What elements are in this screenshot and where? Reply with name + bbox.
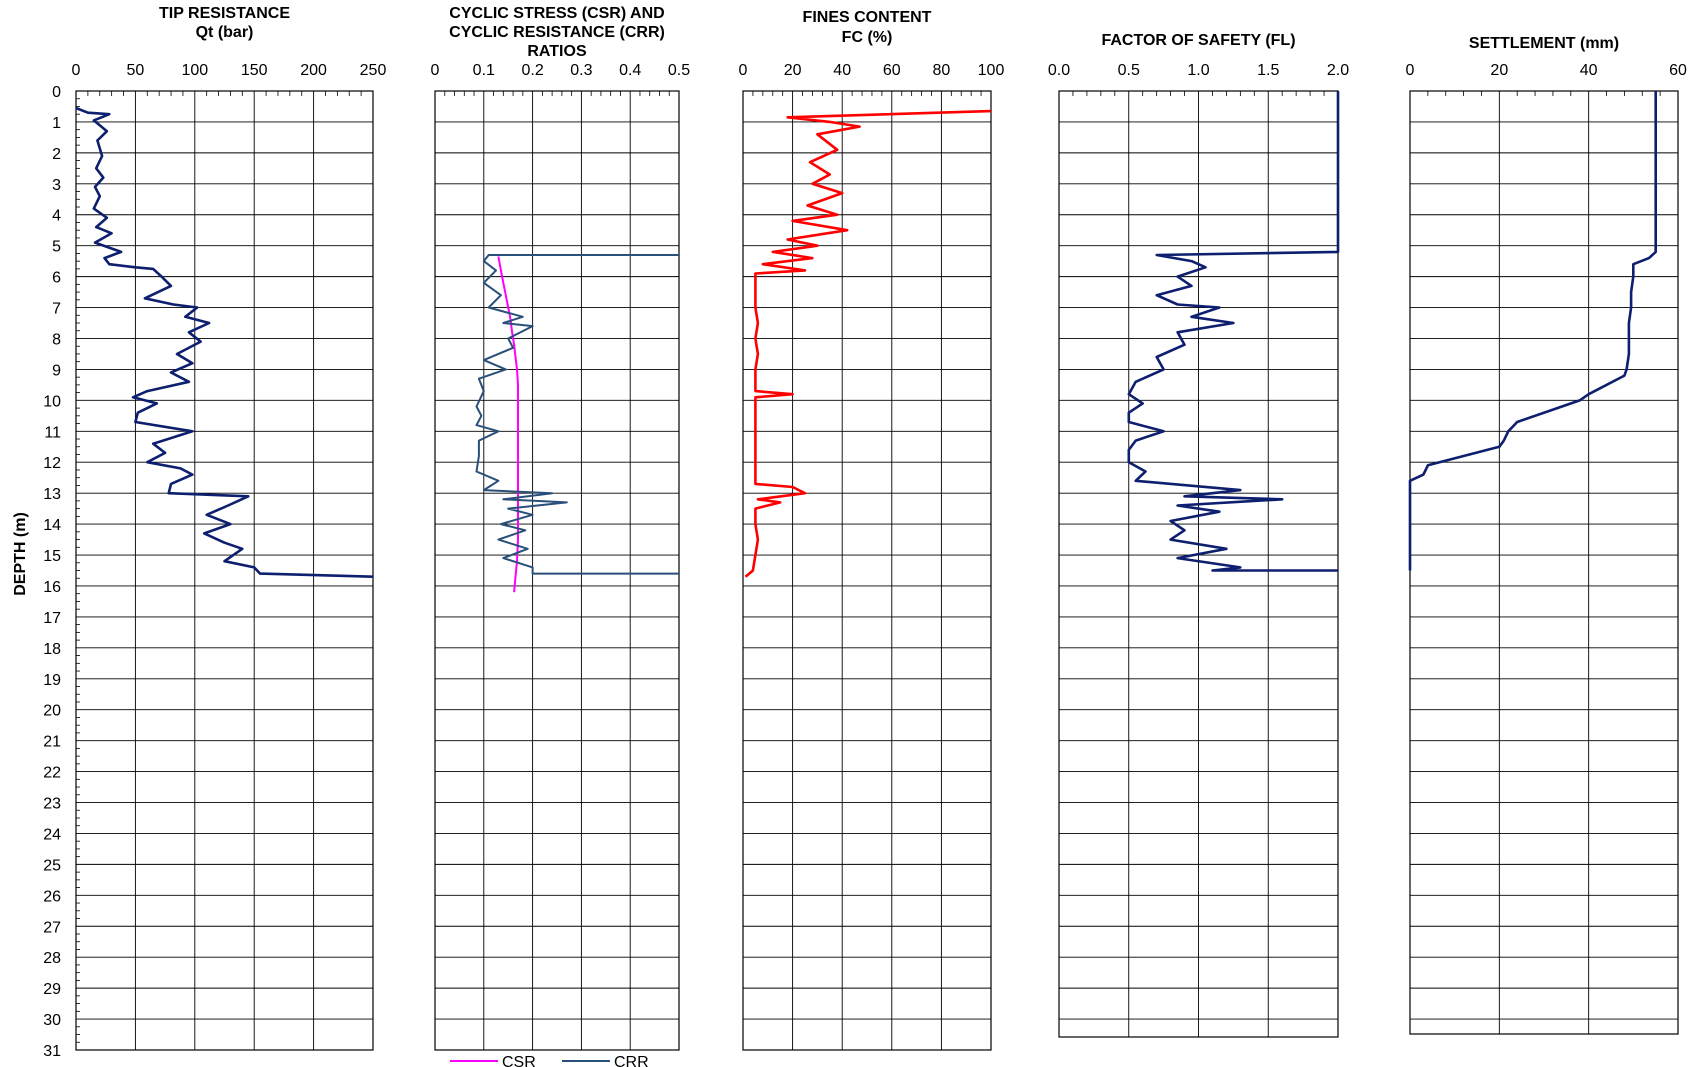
x-tick-label: 80 xyxy=(933,62,951,79)
depth-tick-label: 12 xyxy=(43,455,61,472)
x-tick-label: 0 xyxy=(431,62,440,79)
panel-3: FINES CONTENT FC (%) 0 20 40 60 80 100 xyxy=(739,9,1005,1051)
depth-tick-label: 24 xyxy=(43,826,61,843)
depth-tick-label: 16 xyxy=(43,579,61,596)
plot-frame xyxy=(742,90,992,1051)
plot-frame xyxy=(1058,90,1339,1038)
panel-title-line: TIP RESISTANCE xyxy=(159,5,290,22)
depth-tick-label: 4 xyxy=(52,208,61,225)
series-line xyxy=(744,109,992,578)
x-tick-label: 0.0 xyxy=(1048,62,1070,79)
x-tick-label: 0.4 xyxy=(619,62,641,79)
x-tick-label: 100 xyxy=(181,62,208,79)
x-tick-label: 100 xyxy=(978,62,1005,79)
depth-tick-label: 22 xyxy=(43,765,61,782)
depth-tick-label: 2 xyxy=(52,146,61,163)
grid-lines xyxy=(75,90,374,1051)
depth-tick-label: 28 xyxy=(43,950,61,967)
x-tick-label: 20 xyxy=(1490,62,1508,79)
plot-frame xyxy=(434,90,680,1051)
depth-tick-label: 20 xyxy=(43,703,61,720)
panel-5: SETTLEMENT (mm) 0 20 40 60 xyxy=(1406,35,1687,1035)
x-tick-label: 40 xyxy=(1580,62,1598,79)
depth-tick-labels: 0123456789101112131415161718192021222324… xyxy=(43,84,61,1060)
depth-tick-label: 10 xyxy=(43,393,61,410)
x-tick-label: 0 xyxy=(72,62,81,79)
depth-tick-label: 23 xyxy=(43,796,61,813)
x-tick-label: 0 xyxy=(1406,62,1415,79)
grid-lines xyxy=(1409,90,1679,1034)
series-line xyxy=(1408,91,1657,571)
depth-axis-label: DEPTH (m) xyxy=(12,512,29,596)
depth-tick-label: 30 xyxy=(43,1012,61,1029)
panel-title-line: Qt (bar) xyxy=(196,24,254,41)
x-tick-label: 0 xyxy=(739,62,748,79)
x-tick-label: 60 xyxy=(883,62,901,79)
x-tick-label: 0.3 xyxy=(570,62,592,79)
depth-tick-label: 8 xyxy=(52,331,61,348)
panel-title-line: FC (%) xyxy=(842,29,893,46)
panel-title-line: SETTLEMENT (mm) xyxy=(1469,35,1619,52)
panel-title-line: FINES CONTENT xyxy=(803,9,932,26)
depth-tick-label: 9 xyxy=(52,362,61,379)
panel-title-line: RATIOS xyxy=(527,43,587,60)
series-line xyxy=(1127,91,1340,572)
x-tick-label: 200 xyxy=(300,62,327,79)
x-tick-label: 50 xyxy=(127,62,145,79)
depth-tick-label: 14 xyxy=(43,517,61,534)
depth-tick-label: 11 xyxy=(44,424,61,441)
depth-tick-label: 5 xyxy=(52,239,61,256)
x-tick-label: 40 xyxy=(833,62,851,79)
grid-lines xyxy=(434,90,680,1051)
depth-tick-label: 1 xyxy=(52,115,61,132)
legend-label: CSR xyxy=(502,1054,536,1067)
panel-title-line: FACTOR OF SAFETY (FL) xyxy=(1101,32,1295,49)
plot-frame xyxy=(1409,90,1679,1035)
series-line-crr xyxy=(475,254,679,575)
depth-tick-label: 29 xyxy=(43,981,61,998)
x-tick-label: 0.5 xyxy=(1118,62,1140,79)
depth-tick-label: 21 xyxy=(43,734,61,751)
plot-frame xyxy=(75,90,374,1051)
x-tick-label: 60 xyxy=(1669,62,1687,79)
x-tick-label: 20 xyxy=(784,62,802,79)
depth-tick-label: 26 xyxy=(43,888,61,905)
x-tick-label: 0.2 xyxy=(521,62,543,79)
depth-tick-label: 7 xyxy=(52,301,61,318)
panel-title-line: CYCLIC RESISTANCE (CRR) xyxy=(449,24,665,41)
grid-lines xyxy=(742,90,992,1051)
depth-tick-label: 6 xyxy=(52,270,61,287)
series-line xyxy=(75,106,374,578)
x-tick-label: 150 xyxy=(241,62,268,79)
depth-tick-label: 19 xyxy=(43,672,61,689)
depth-tick-label: 0 xyxy=(52,84,61,101)
x-tick-label: 0.5 xyxy=(668,62,690,79)
depth-tick-label: 17 xyxy=(43,610,61,627)
x-tick-label: 2.0 xyxy=(1327,62,1349,79)
x-tick-label: 250 xyxy=(360,62,387,79)
depth-tick-label: 25 xyxy=(43,857,61,874)
series-line-csr xyxy=(497,256,519,593)
panel-1: TIP RESISTANCE Qt (bar) 0 50 100 150 200 250 xyxy=(72,5,387,1051)
depth-tick-label: 18 xyxy=(43,641,61,658)
panel-title-line: CYCLIC STRESS (CSR) AND xyxy=(449,5,664,22)
x-tick-label: 1.5 xyxy=(1257,62,1279,79)
depth-tick-label: 15 xyxy=(43,548,61,565)
legend-label: CRR xyxy=(614,1054,649,1067)
x-tick-label: 1.0 xyxy=(1187,62,1209,79)
grid-lines xyxy=(1058,90,1339,1037)
chart-panels: 0123456789101112131415161718192021222324… xyxy=(43,5,1687,1067)
panel-2: CYCLIC STRESS (CSR) AND CYCLIC RESISTANCE… xyxy=(431,5,691,1067)
depth-tick-label: 27 xyxy=(43,919,61,936)
legend: CSR CRR xyxy=(450,1054,649,1067)
depth-tick-label: 31 xyxy=(43,1043,61,1060)
depth-tick-label: 3 xyxy=(52,177,61,194)
panel-4: FACTOR OF SAFETY (FL) 0.0 0.5 1.0 1.5 2.0 xyxy=(1048,32,1349,1038)
x-tick-label: 0.1 xyxy=(473,62,495,79)
depth-tick-label: 13 xyxy=(43,486,61,503)
